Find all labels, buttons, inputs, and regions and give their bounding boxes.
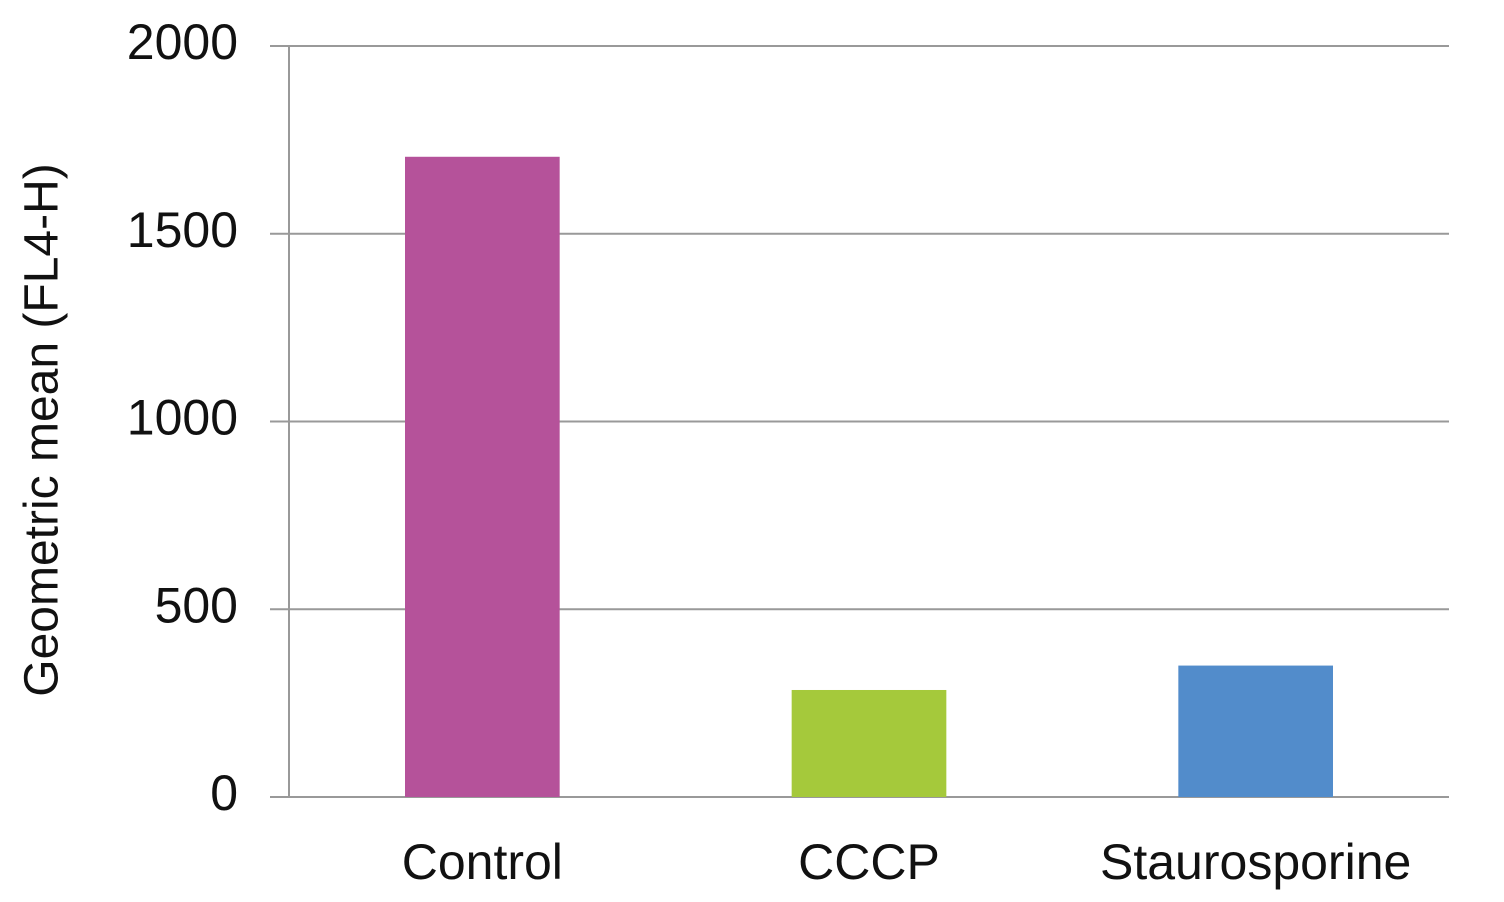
bar (1178, 665, 1333, 797)
bar (405, 156, 560, 797)
y-tick-label: 0 (210, 765, 238, 821)
y-tick-label: 1500 (127, 202, 238, 258)
x-tick-label: CCCP (798, 834, 940, 890)
x-tick-label: Control (402, 834, 563, 890)
y-tick-label: 1000 (127, 390, 238, 446)
y-tick-label: 2000 (127, 14, 238, 70)
bar (791, 689, 947, 797)
y-tick-label: 500 (155, 577, 238, 633)
x-tick-label: Staurosporine (1100, 834, 1411, 890)
y-axis-label: Geometric mean (FL4-H) (16, 163, 69, 696)
